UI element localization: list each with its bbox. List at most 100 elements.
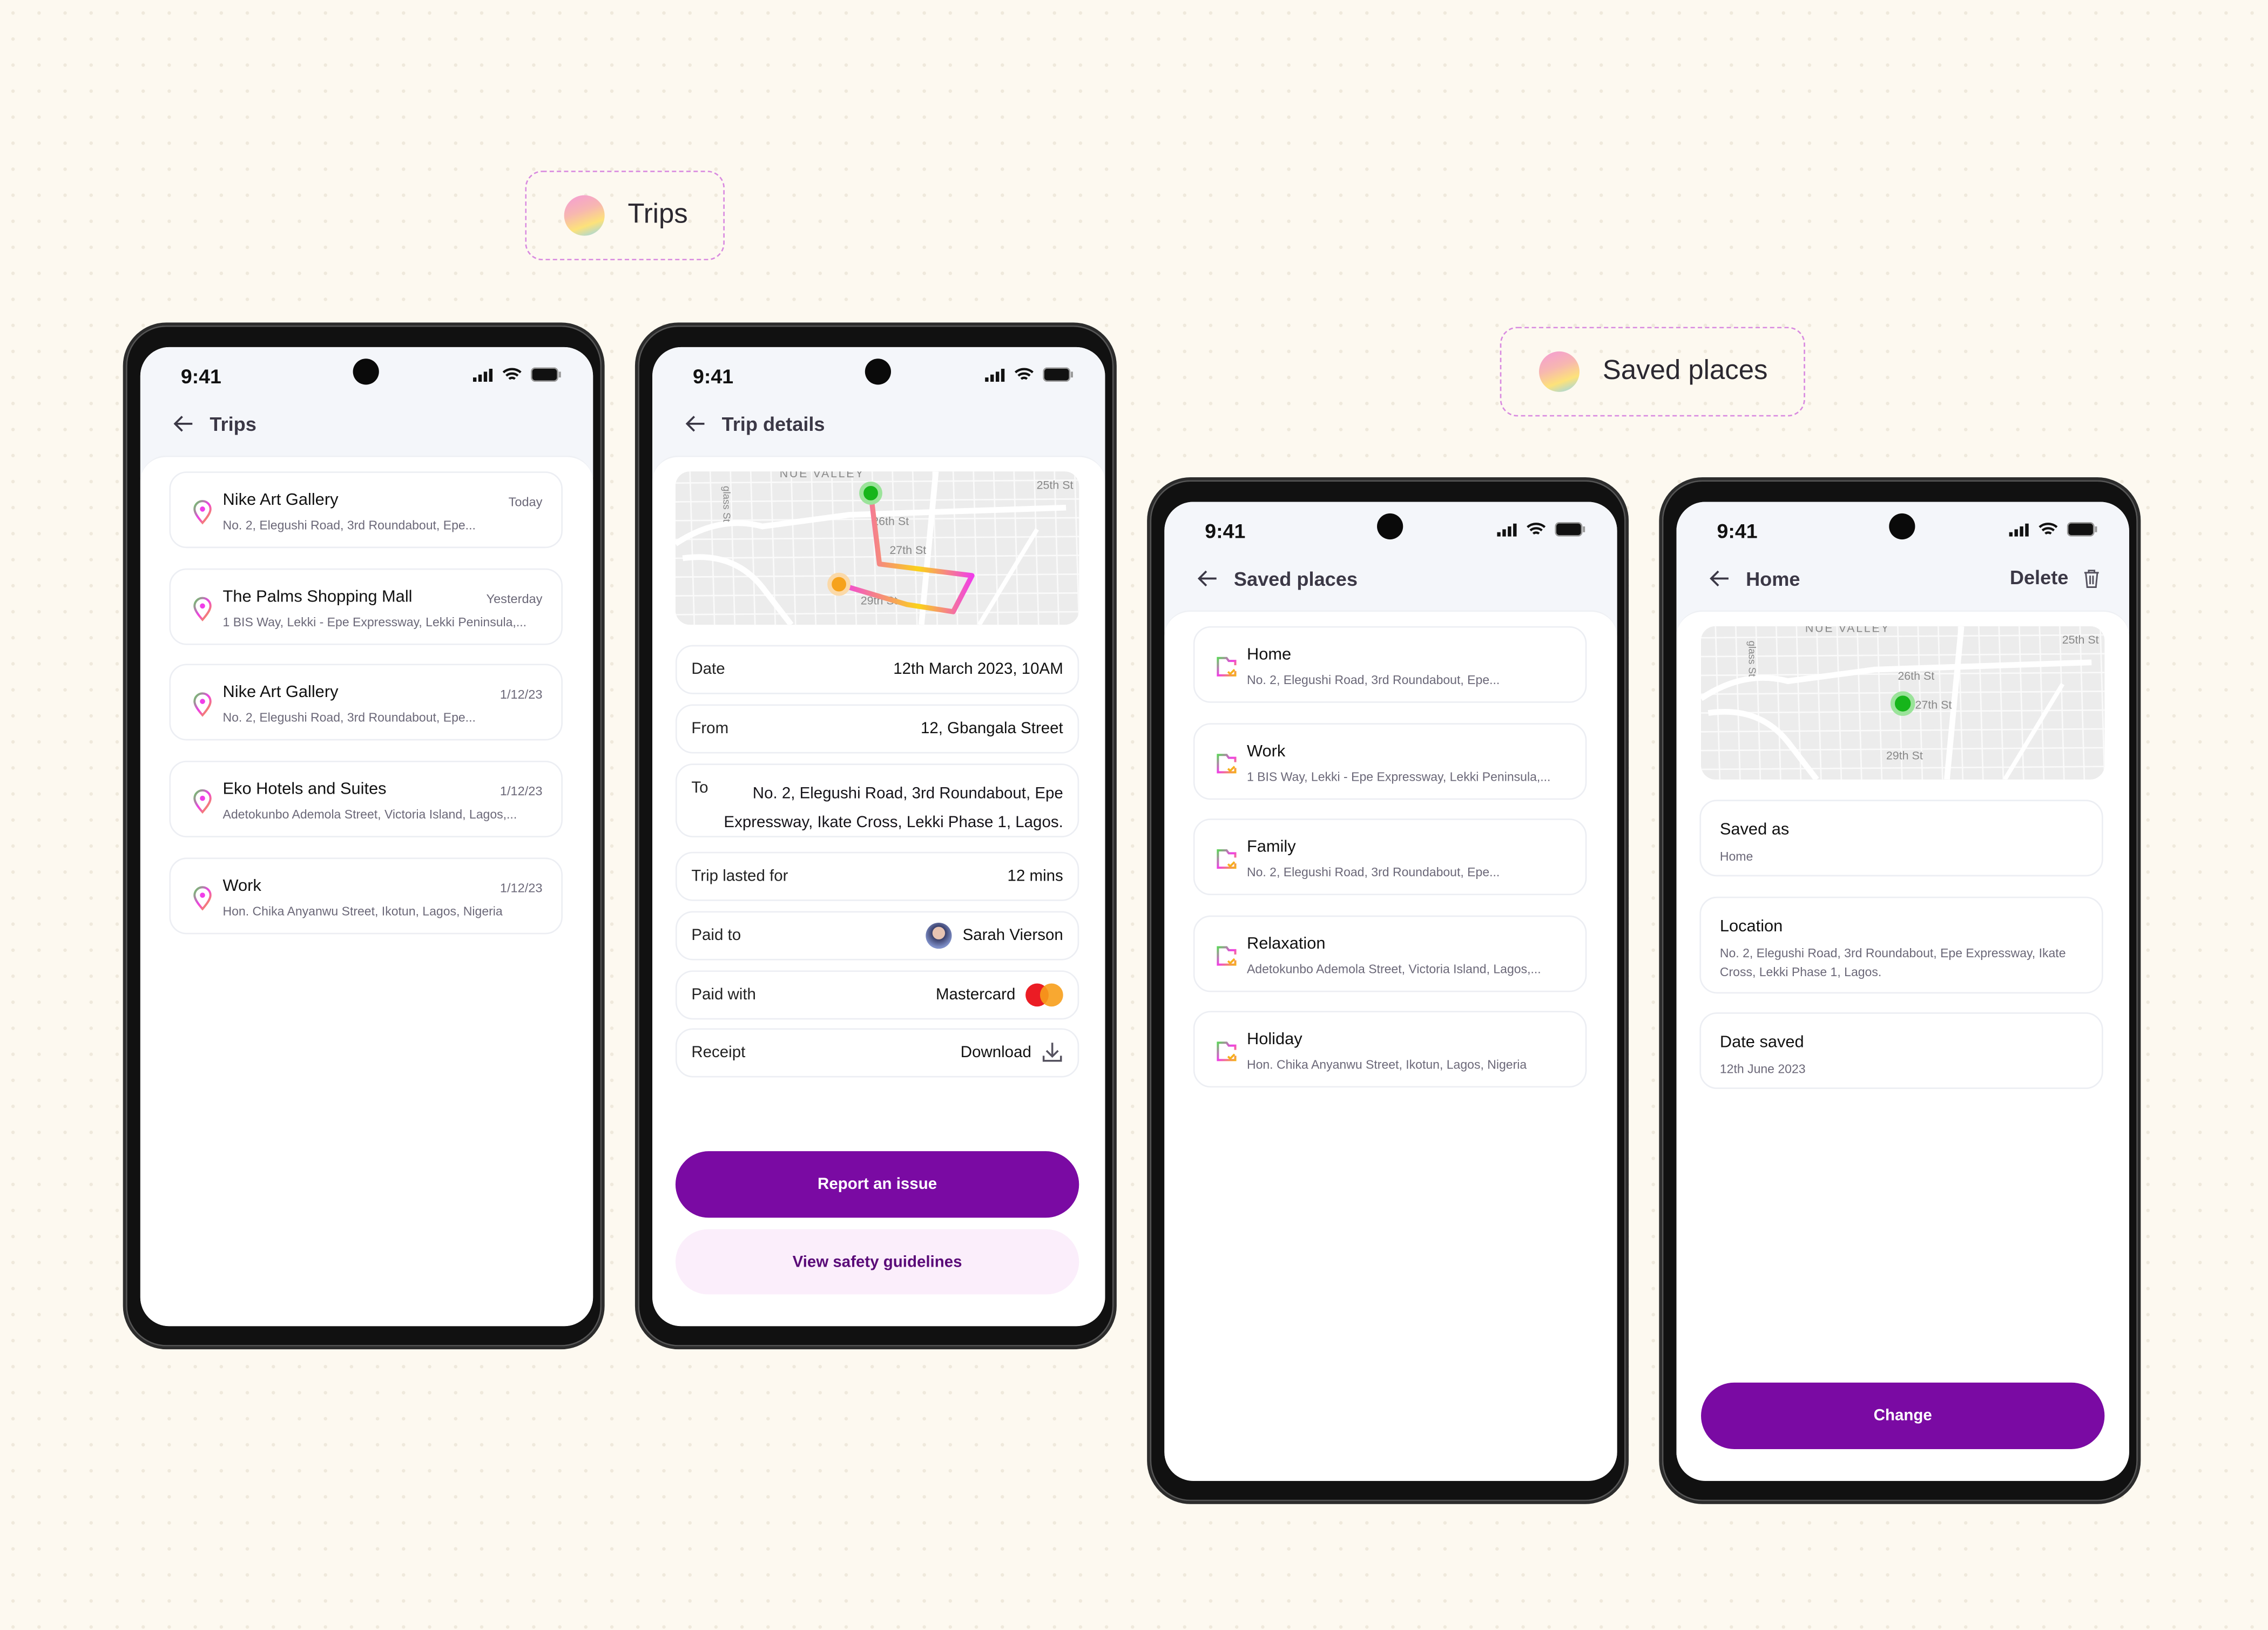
saved-place-item[interactable]: Family No. 2, Elegushi Road, 3rd Roundabo…: [1193, 819, 1587, 896]
place-name: Home: [1246, 646, 1292, 664]
place-name: Work: [1246, 742, 1286, 760]
header: Trips: [172, 412, 256, 435]
back-arrow-icon[interactable]: [684, 412, 707, 435]
saved-place-item[interactable]: Work 1 BIS Way, Lekki - Epe Expressway, L…: [1193, 722, 1587, 799]
bookmark-folder-icon: [1217, 945, 1237, 965]
wifi-icon: [1014, 368, 1034, 380]
place-name: Relaxation: [1246, 935, 1326, 952]
saved-place-item[interactable]: Relaxation Adetokunbo Ademola Street, Vic…: [1193, 915, 1587, 992]
card-label: Saved as: [1719, 821, 1790, 839]
row-to: To No. 2, Elegushi Road, 3rd Roundabout, …: [675, 763, 1079, 837]
bookmark-folder-icon: [1217, 849, 1237, 869]
date-saved-card: Date saved 12th June 2023: [1699, 1012, 2103, 1089]
signal-icon: [2009, 523, 2029, 536]
location-marker: [1890, 691, 1915, 716]
page-title: Saved places: [1233, 567, 1358, 590]
saved-as-card[interactable]: Saved as Home: [1699, 800, 2103, 877]
place-address: No. 2, Elegushi Road, 3rd Roundabout, Ep…: [1246, 864, 1500, 880]
location-pin-icon: [193, 500, 212, 525]
wifi-icon: [1527, 523, 1546, 535]
trash-icon: [2084, 569, 2099, 587]
status-icons: [1497, 522, 1585, 537]
map-label: 25th St: [2062, 633, 2099, 647]
trip-list-item[interactable]: Work 1/12/23 Hon. Chika Anyanwu Street, Ik…: [169, 857, 563, 934]
status-time: 9:41: [693, 364, 734, 388]
saved-place-item[interactable]: Holiday Hon. Chika Anyanwu Street, Ikotun…: [1193, 1011, 1587, 1088]
safety-guidelines-button[interactable]: View safety guidelines: [675, 1229, 1079, 1295]
gradient-orb-icon: [564, 195, 605, 236]
place-address: No. 2, Elegushi Road, 3rd Roundabout, Ep…: [1246, 672, 1500, 687]
row-date: Date 12th March 2023, 10AM: [675, 645, 1079, 694]
saved-place-item[interactable]: Home No. 2, Elegushi Road, 3rd Roundabout…: [1193, 626, 1587, 703]
route-start-marker: [859, 481, 882, 505]
delete-button[interactable]: Delete: [2010, 567, 2100, 589]
route-map[interactable]: NUE VALLEY glass St 25th St 26th St 27th St 2…: [675, 471, 1079, 625]
trip-date: Yesterday: [486, 591, 543, 606]
location-pin-icon: [193, 693, 212, 718]
row-value: 12th March 2023, 10AM: [893, 661, 1063, 679]
trip-list-item[interactable]: Nike Art Gallery 1/12/23 No. 2, Elegushi R…: [169, 664, 563, 741]
row-value: 12, Gbangala Street: [921, 720, 1063, 738]
download-icon[interactable]: [1042, 1041, 1063, 1063]
change-button[interactable]: Change: [1701, 1382, 2105, 1449]
page-title: Trips: [210, 412, 256, 435]
location-pin-icon: [193, 789, 212, 814]
phone-saved-places: 9:41 Saved places Home No. 2, Elegushi Ro…: [1147, 477, 1629, 1504]
map-label: 27th St: [1915, 698, 1952, 712]
trip-address: Hon. Chika Anyanwu Street, Ikotun, Lagos…: [222, 903, 503, 918]
bookmark-folder-icon: [1217, 1041, 1237, 1061]
card-label: Date saved: [1719, 1034, 1804, 1052]
location-pin-icon: [193, 596, 212, 621]
status-time: 9:41: [1205, 519, 1246, 543]
page-title: Trip details: [721, 412, 825, 435]
route-end-marker: [827, 572, 851, 596]
phone-trip-details: 9:41 Trip details NUE VALLEY glass St 25th…: [634, 322, 1117, 1350]
row-label: Receipt: [691, 1044, 746, 1062]
signal-icon: [1497, 523, 1517, 536]
signal-icon: [985, 368, 1005, 381]
trip-date: 1/12/23: [500, 687, 543, 702]
page-title: Home: [1746, 567, 1800, 590]
status-icons: [2009, 522, 2097, 537]
trip-name: Nike Art Gallery: [222, 491, 339, 509]
section-label-trips: Trips: [525, 171, 725, 261]
report-issue-button[interactable]: Report an issue: [675, 1151, 1079, 1218]
location-map[interactable]: NUE VALLEY glass St 25th St 26th St 27th St 2…: [1701, 626, 2105, 780]
row-paid-with: Paid with Mastercard: [675, 970, 1079, 1020]
place-name: Holiday: [1246, 1031, 1302, 1049]
card-value: Home: [1719, 849, 1753, 864]
row-label: From: [691, 720, 729, 738]
signal-icon: [473, 368, 493, 381]
map-label: 29th St: [1886, 749, 1923, 762]
back-arrow-icon[interactable]: [172, 412, 195, 435]
back-arrow-icon[interactable]: [1708, 567, 1731, 590]
avatar: [926, 922, 953, 949]
trip-address: No. 2, Elegushi Road, 3rd Roundabout, Ep…: [222, 517, 476, 532]
trip-address: 1 BIS Way, Lekki - Epe Expressway, Lekki…: [222, 614, 527, 629]
header: Saved places: [1196, 567, 1358, 590]
camera-cutout: [1377, 513, 1403, 540]
map-label: NUE VALLEY: [1805, 626, 1891, 635]
row-label: Paid with: [691, 986, 756, 1004]
row-label: Date: [691, 661, 725, 679]
trip-list-item[interactable]: Nike Art Gallery Today No. 2, Elegushi Roa…: [169, 471, 563, 549]
map-label: 25th St: [1036, 478, 1074, 492]
section-label-saved-places: Saved places: [1500, 327, 1805, 417]
camera-cutout: [865, 359, 892, 385]
trip-list-item[interactable]: The Palms Shopping Mall Yesterday 1 BIS Wa…: [169, 567, 563, 645]
back-arrow-icon[interactable]: [1196, 567, 1219, 590]
status-icons: [473, 367, 561, 382]
camera-cutout: [1889, 513, 1915, 540]
location-card[interactable]: Location No. 2, Elegushi Road, 3rd Rounda…: [1699, 896, 2103, 994]
route-line: [838, 492, 975, 614]
download-link[interactable]: Download: [960, 1043, 1031, 1061]
row-label: Paid to: [691, 926, 741, 945]
row-from: From 12, Gbangala Street: [675, 704, 1079, 754]
row-receipt[interactable]: Receipt Download: [675, 1028, 1079, 1078]
place-address: 1 BIS Way, Lekki - Epe Expressway, Lekki…: [1246, 768, 1551, 783]
place-name: Family: [1246, 838, 1296, 856]
trip-list-item[interactable]: Eko Hotels and Suites 1/12/23 Adetokunbo A…: [169, 761, 563, 838]
battery-icon: [2067, 522, 2097, 537]
section-label-text: Saved places: [1602, 355, 1768, 387]
